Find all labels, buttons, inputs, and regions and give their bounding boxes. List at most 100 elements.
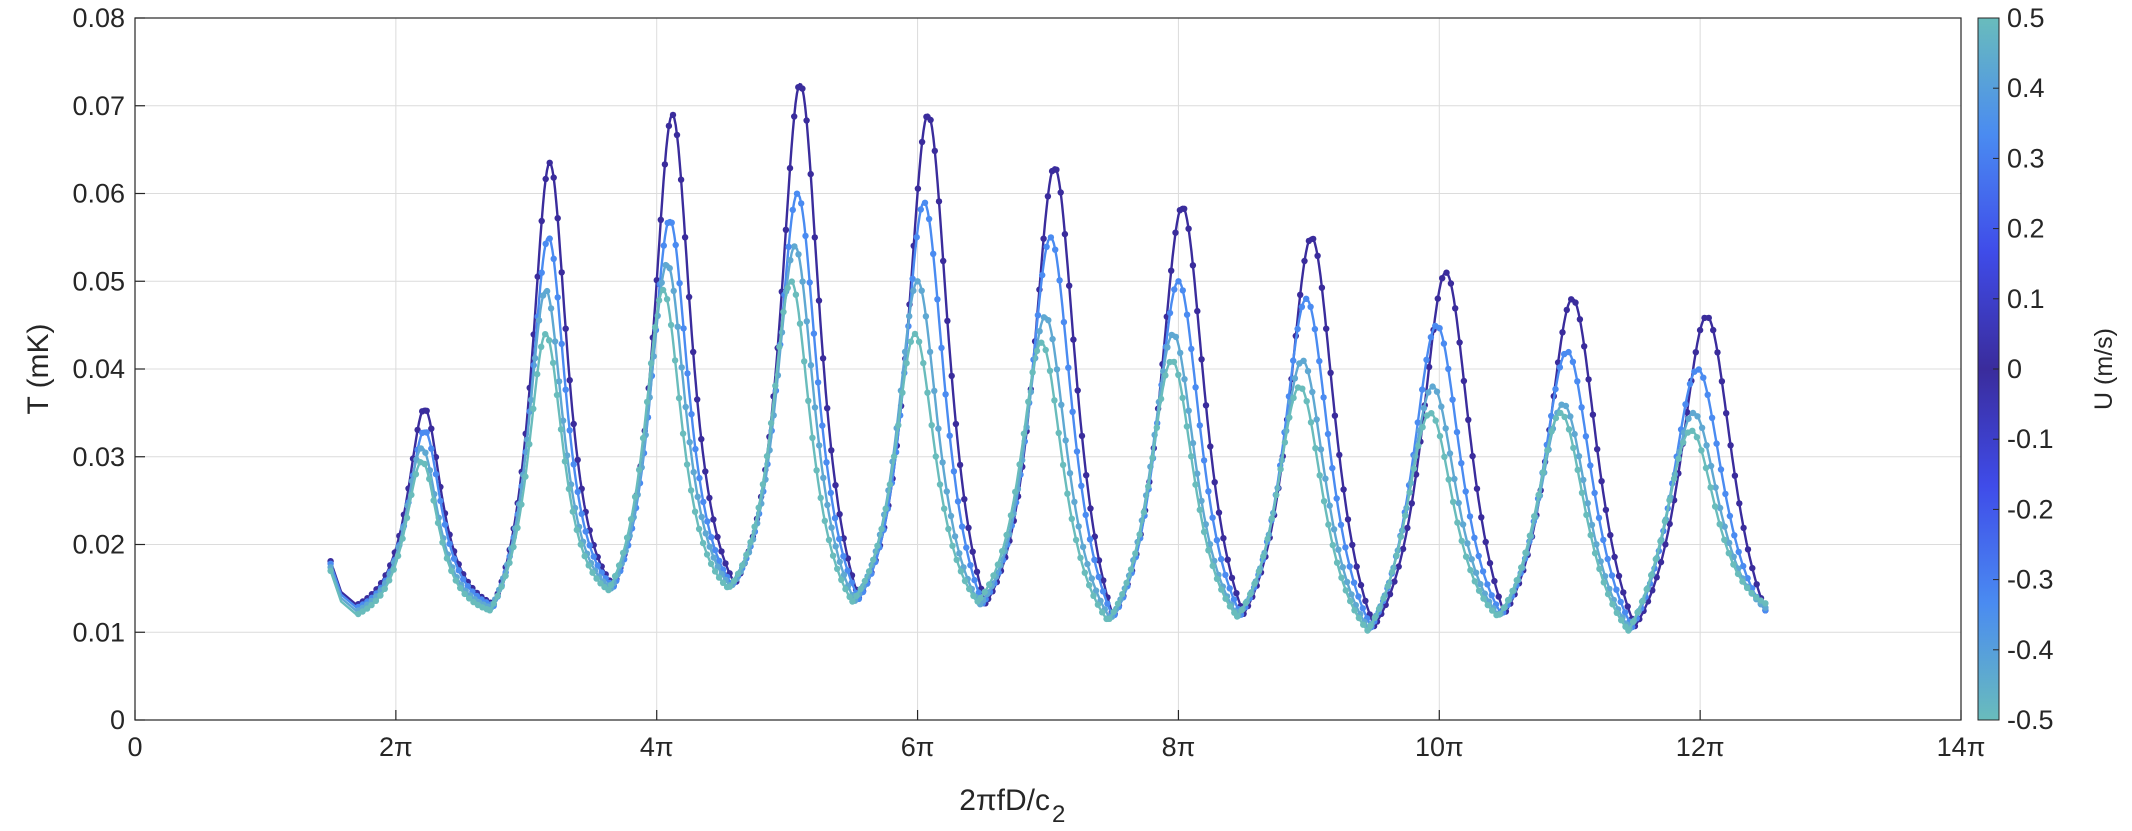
series-point	[702, 530, 709, 537]
series-point	[947, 512, 955, 520]
series-point	[1711, 503, 1719, 510]
series-point	[1238, 607, 1245, 614]
series-point	[1531, 513, 1538, 520]
y-tick-label: 0.03	[72, 442, 125, 472]
series-point	[1703, 442, 1710, 449]
series-point	[1177, 349, 1184, 357]
colorbar-tick-label: -0.3	[2007, 565, 2054, 595]
series-point	[1046, 367, 1054, 374]
series-point	[465, 595, 473, 602]
series-point	[423, 429, 430, 436]
series-point	[1731, 532, 1738, 539]
series-point	[1188, 345, 1195, 353]
series-point	[811, 234, 818, 241]
series-point	[842, 585, 849, 593]
series-point	[695, 525, 703, 533]
series-point	[615, 562, 623, 569]
series-point	[1484, 581, 1491, 588]
series-point	[966, 585, 973, 593]
series-point	[1611, 553, 1618, 561]
series-point	[680, 325, 687, 332]
series-point	[1196, 506, 1204, 514]
series-point	[1753, 594, 1760, 601]
series-point	[1200, 457, 1208, 464]
series-point	[1565, 426, 1573, 433]
series-point	[694, 396, 701, 403]
series-point	[1643, 586, 1650, 593]
series-point	[973, 568, 981, 575]
series-point	[546, 235, 553, 242]
series-point	[948, 372, 955, 380]
series-point	[816, 442, 823, 449]
series-point	[1039, 271, 1046, 279]
x-axis-ticks: 0 2π 4π 6π 8π 10π 12π 14π	[127, 710, 1985, 762]
series-point	[796, 320, 804, 327]
series-point	[776, 343, 783, 351]
series-point	[1342, 587, 1350, 594]
series-point	[1557, 409, 1564, 417]
series-point	[844, 567, 851, 574]
series-point	[665, 122, 673, 130]
y-tick-label: 0.07	[72, 91, 125, 121]
series-point	[922, 313, 930, 320]
series-point	[1721, 523, 1728, 530]
series-point	[1480, 595, 1487, 602]
series-point	[772, 382, 779, 389]
series-point	[961, 496, 968, 503]
series-point	[909, 275, 916, 282]
series-point	[1207, 443, 1214, 450]
series-point	[1064, 490, 1071, 497]
series-point	[1393, 552, 1400, 559]
series-point	[1218, 586, 1225, 593]
series-point	[1316, 357, 1323, 365]
colorbar-tick-label: 0.3	[2007, 143, 2045, 173]
series-point	[1473, 485, 1481, 492]
colorbar-label: U (m/s)	[2090, 328, 2118, 410]
series-point	[1597, 558, 1604, 565]
series-point	[1215, 509, 1223, 516]
series-point	[1189, 262, 1197, 269]
series-point	[1242, 599, 1250, 607]
series-point	[569, 508, 576, 515]
series-point	[1220, 535, 1227, 542]
series-point	[1309, 388, 1316, 396]
series-point	[994, 561, 1002, 568]
series-point	[1192, 481, 1199, 488]
series-point	[441, 521, 449, 528]
series-point	[1189, 439, 1197, 447]
series-point	[1469, 452, 1476, 460]
series-point	[1075, 523, 1082, 530]
series-point	[1526, 532, 1534, 539]
series-point	[1277, 466, 1284, 473]
series-point	[518, 501, 525, 508]
series-point	[627, 516, 635, 523]
series-point	[1552, 385, 1559, 393]
series-point	[1561, 413, 1568, 421]
series-point	[1582, 433, 1590, 440]
series-point	[861, 577, 869, 585]
series-point	[1588, 521, 1596, 529]
colorbar-tick-label: 0.5	[2007, 3, 2045, 33]
series-point	[1058, 401, 1065, 408]
series-point	[554, 215, 561, 222]
series-point	[1625, 627, 1632, 634]
series-point	[1713, 440, 1720, 447]
series-point	[1415, 442, 1422, 450]
series-point	[857, 585, 864, 593]
series-point	[1357, 581, 1365, 589]
series-point	[1346, 563, 1353, 570]
series-point	[706, 494, 713, 502]
series-point	[1504, 596, 1512, 604]
y-axis-label: T (mK)	[22, 323, 55, 414]
series-point	[1548, 428, 1555, 435]
series-point	[1689, 427, 1696, 434]
series-point	[1453, 428, 1461, 436]
series-point	[1620, 589, 1627, 596]
series-point	[743, 551, 750, 559]
series-point	[1615, 572, 1623, 580]
series-point	[368, 601, 375, 609]
series-point	[1441, 453, 1448, 460]
series-point	[1194, 470, 1201, 477]
series-point	[1218, 555, 1225, 563]
series-point	[799, 278, 806, 285]
